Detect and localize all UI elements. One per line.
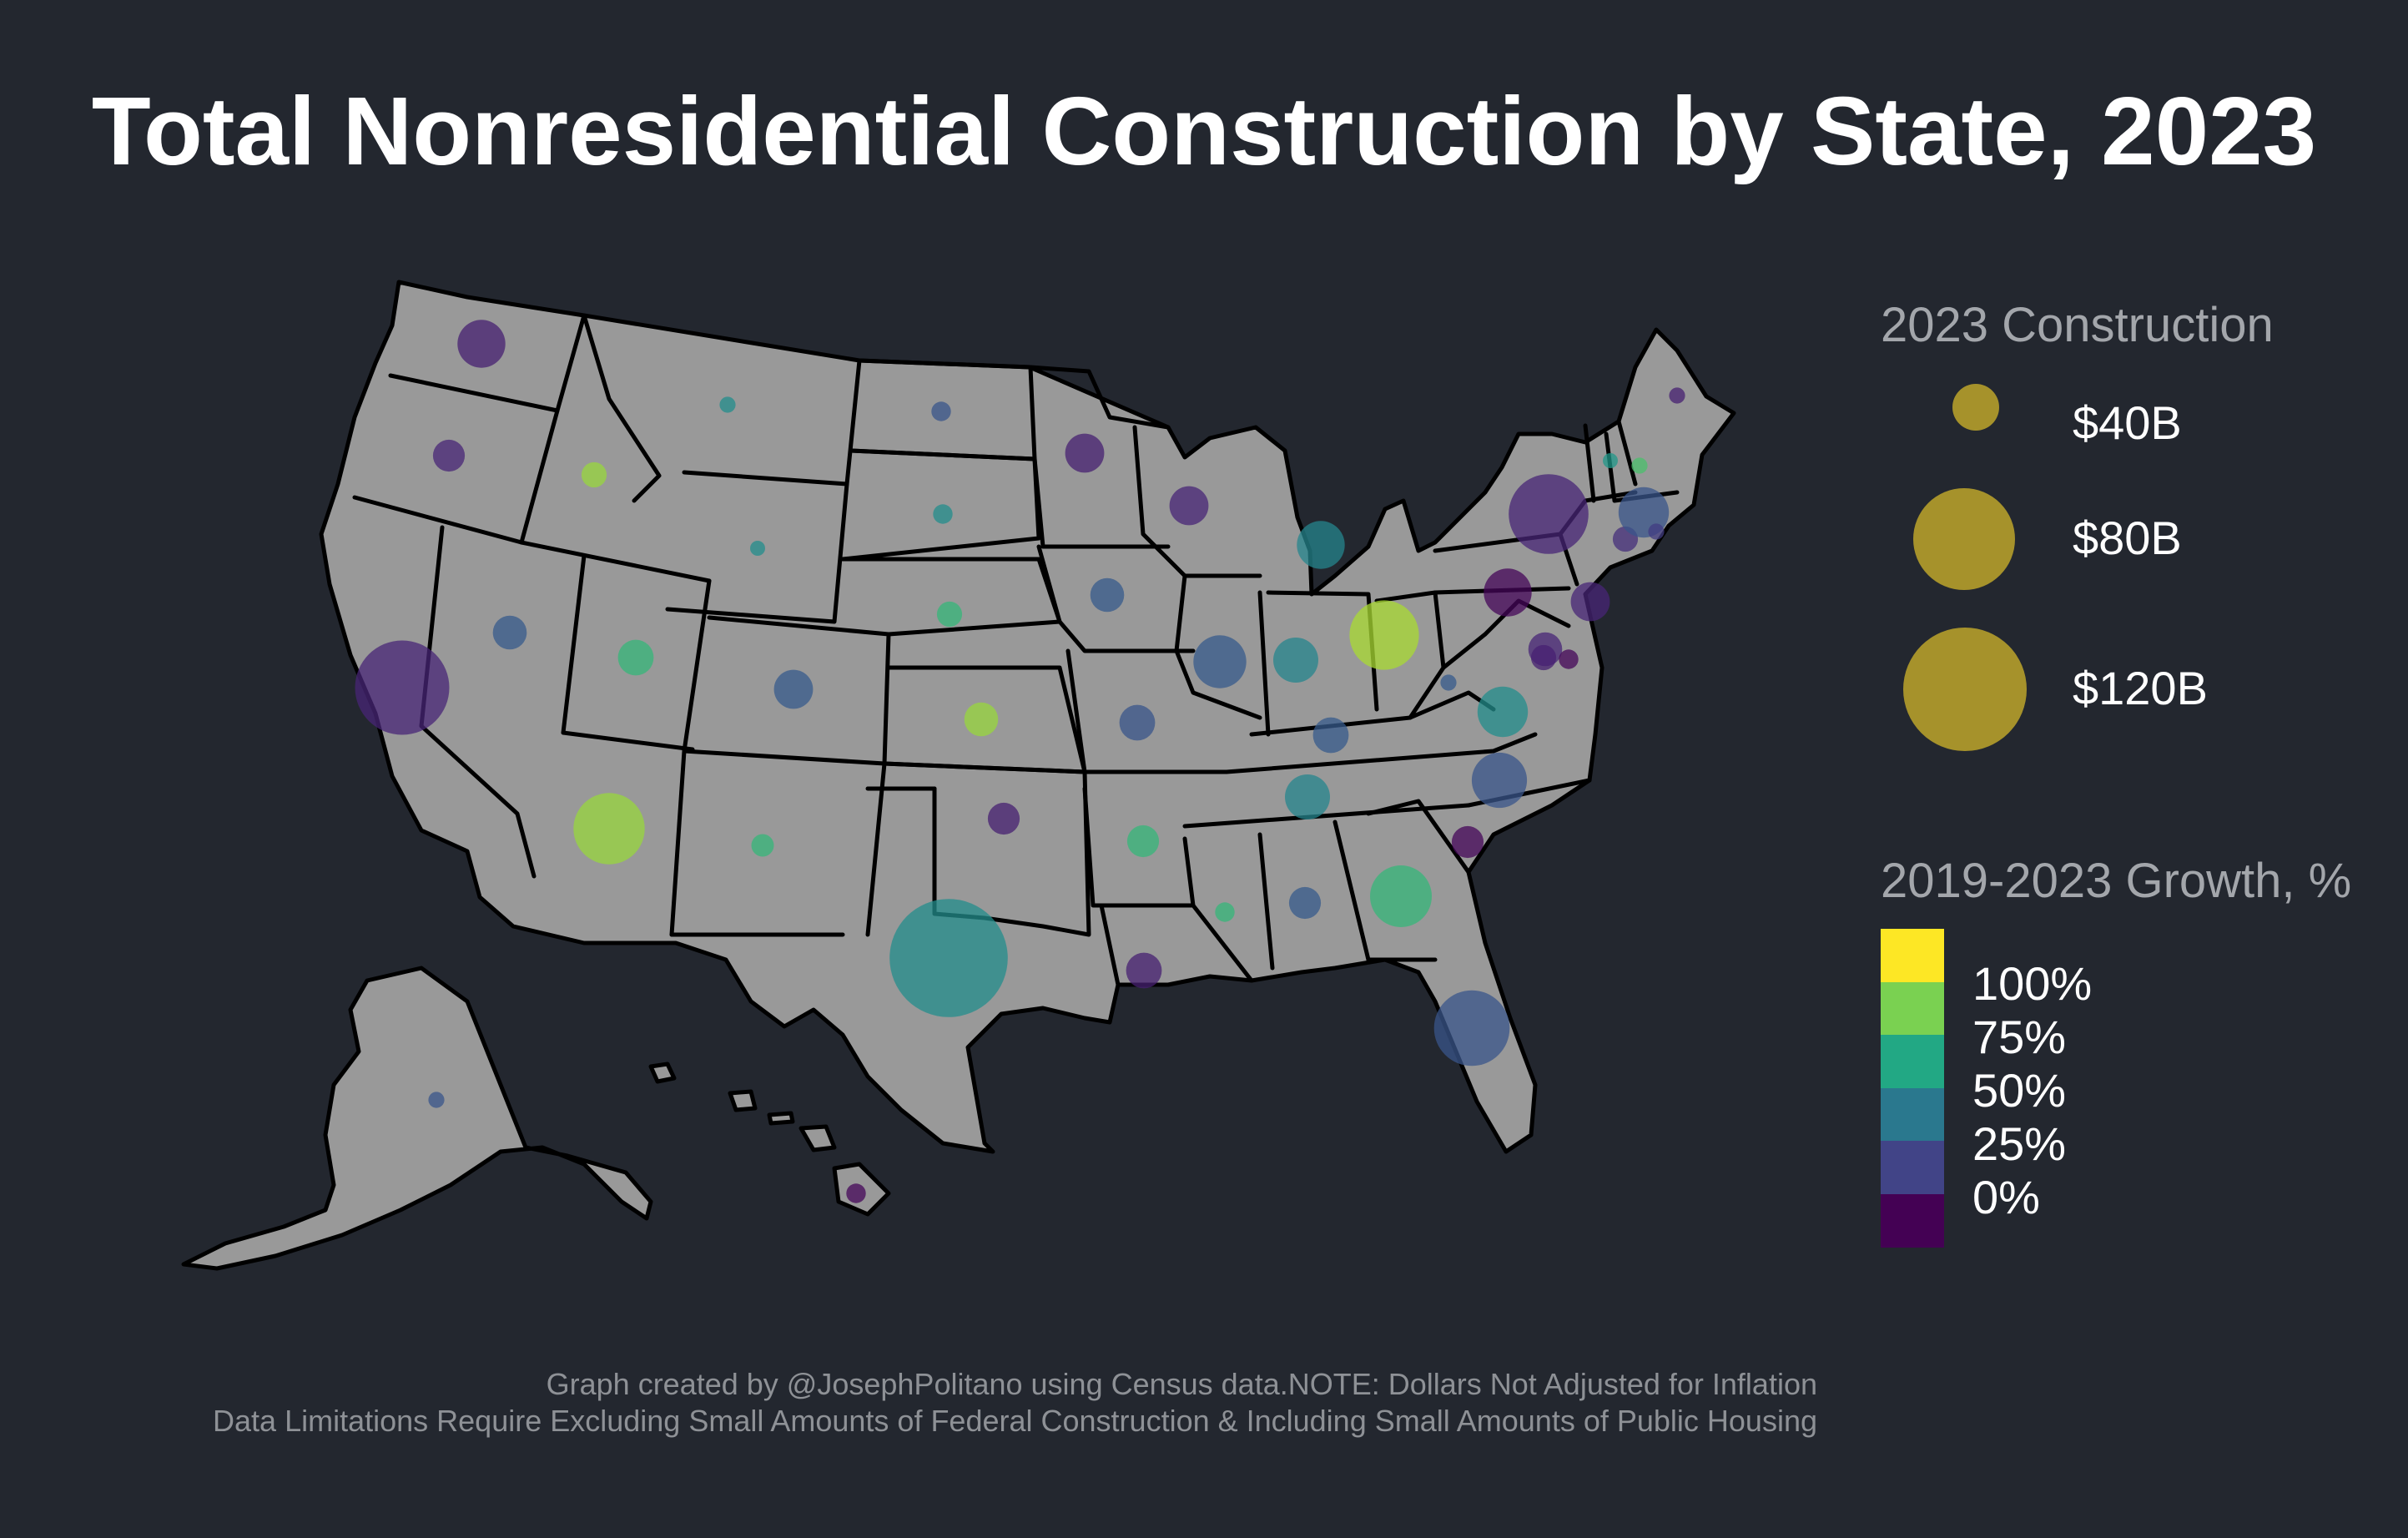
bubbles-layer	[355, 320, 1685, 1203]
bubble-la	[1126, 952, 1162, 989]
bubble-de	[1559, 649, 1579, 669]
color-legend-title: 2019-2023 Growth, %	[1881, 854, 2352, 908]
size-legend-dot-40	[1952, 384, 1999, 431]
bubble-mn	[1065, 433, 1105, 473]
color-legend-label-50: 50%	[1972, 1064, 2067, 1117]
bubble-fl	[1433, 990, 1510, 1067]
hawaii-maui	[798, 1124, 837, 1152]
bubble-tx	[889, 899, 1008, 1017]
size-legend-label-120: $120B	[2073, 662, 2208, 714]
bubble-oh	[1349, 600, 1419, 670]
bubble-ut	[617, 639, 654, 676]
bubble-nj	[1570, 582, 1610, 622]
bubble-al	[1288, 886, 1322, 920]
bubble-ne	[936, 601, 963, 628]
color-legend-label-0: 0%	[1972, 1171, 2040, 1223]
bubble-or	[432, 439, 466, 472]
color-legend-swatch-0	[1881, 929, 1944, 982]
bubble-in	[1273, 638, 1318, 683]
bubble-mi	[1297, 521, 1345, 569]
bubble-il	[1193, 635, 1247, 688]
bubble-ks	[964, 702, 999, 737]
size-legend-label-80: $80B	[2073, 512, 2182, 564]
bubble-wa	[457, 320, 506, 368]
size-legend-title: 2023 Construction	[1881, 298, 2274, 352]
bubble-ca	[355, 640, 450, 735]
bubble-va	[1477, 686, 1529, 738]
bubble-nh	[1631, 457, 1648, 474]
hawaii-oahu	[728, 1089, 758, 1112]
bubble-ar	[1126, 824, 1160, 858]
hawaii-kauai	[648, 1061, 677, 1084]
bubble-wy	[750, 541, 765, 556]
bubble-ga	[1370, 865, 1432, 927]
hawaii-molokai	[767, 1111, 795, 1126]
bubble-sd	[933, 504, 953, 524]
bubble-sc	[1451, 825, 1484, 859]
color-legend-swatch-3	[1881, 1087, 1944, 1142]
color-legend-swatch-1	[1881, 981, 1944, 1036]
bubble-ms	[1215, 902, 1235, 922]
bubble-ak	[428, 1092, 445, 1108]
caption-line-2: Data Limitations Require Excluding Small…	[213, 1404, 1817, 1438]
bubble-mt	[719, 396, 736, 413]
bubble-nd	[931, 401, 951, 421]
bubble-id	[581, 461, 607, 488]
bubble-nv	[492, 615, 527, 650]
bubble-tn	[1285, 774, 1330, 819]
color-legend-bar	[1881, 929, 1944, 1248]
bubble-vt	[1603, 453, 1618, 468]
size-legend-dot-80	[1913, 488, 2015, 590]
bubble-nm	[751, 834, 774, 857]
chart-title: Total Nonresidential Construction by Sta…	[91, 77, 2317, 185]
bubble-az	[573, 793, 645, 865]
bubble-pa	[1484, 568, 1532, 617]
bubble-co	[773, 669, 814, 709]
bubble-hi	[846, 1183, 866, 1203]
bubble-ky	[1312, 717, 1349, 754]
color-legend-label-25: 25%	[1972, 1117, 2067, 1170]
bubble-wv	[1440, 674, 1457, 691]
size-legend-dot-120	[1903, 628, 2027, 751]
bubble-ia	[1090, 577, 1125, 613]
color-legend-label-75: 75%	[1972, 1011, 2067, 1063]
bubble-nc	[1471, 752, 1528, 809]
bubble-wi	[1169, 486, 1209, 526]
bubble-mo	[1119, 704, 1156, 741]
color-legend-swatch-2	[1881, 1035, 1944, 1088]
state-borders	[352, 313, 1680, 987]
bubble-ri	[1648, 523, 1665, 540]
color-legend-swatch-4	[1881, 1141, 1944, 1194]
bubble-ok	[987, 802, 1020, 835]
caption-line-1: Graph created by @JosephPolitano using C…	[546, 1367, 1817, 1401]
color-legend-label-100: 100%	[1972, 957, 2093, 1010]
bubble-ny	[1509, 474, 1589, 554]
bubble-me	[1669, 387, 1685, 404]
color-legend-swatch-5	[1881, 1193, 1944, 1248]
size-legend-label-40: $40B	[2073, 396, 2182, 449]
bubble-dc	[1530, 644, 1557, 671]
alaska-shape	[181, 966, 653, 1271]
